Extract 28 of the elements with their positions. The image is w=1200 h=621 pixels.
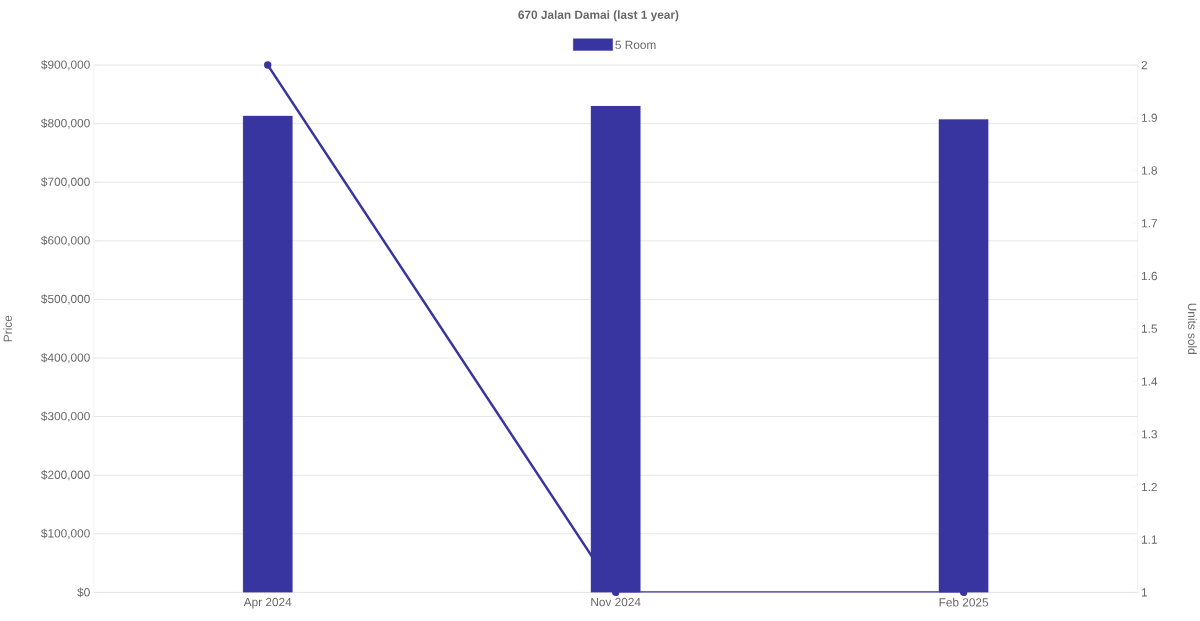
x-tick-label: Feb 2025 xyxy=(939,597,989,607)
y2-tick-label: 1.6 xyxy=(1141,271,1157,281)
y2-tick-label: 1.1 xyxy=(1141,535,1157,544)
y-tick-label: $900,000 xyxy=(41,59,90,71)
y2-tick-label: 1.4 xyxy=(1141,377,1158,386)
x-tick-label: Nov 2024 xyxy=(591,597,641,607)
y-tick-label: $600,000 xyxy=(41,235,90,246)
y-tick-label: $400,000 xyxy=(41,352,90,364)
y2-tick-label: 1.2 xyxy=(1141,482,1157,492)
y2-tick-label: 1.8 xyxy=(1141,166,1157,175)
y-tick-label: $100,000 xyxy=(41,528,90,539)
y-tick-label: $700,000 xyxy=(41,177,90,188)
y-axis-title: Price xyxy=(3,315,12,342)
y-tick-label: $500,000 xyxy=(41,294,90,305)
x-tick-label: Apr 2024 xyxy=(243,597,292,609)
y-tick-label: $200,000 xyxy=(41,470,90,481)
y2-tick-label: 1.5 xyxy=(1141,324,1158,333)
y-tick-label: $0 xyxy=(77,587,90,598)
y2-axis-title: Units sold xyxy=(1188,303,1197,354)
y2-tick-label: 1.7 xyxy=(1141,219,1157,228)
chart-title: 670 Jalan Damai (last 1 year) xyxy=(518,10,679,22)
y2-tick-label: 1.3 xyxy=(1141,430,1157,439)
y-tick-label: $300,000 xyxy=(41,411,90,422)
y2-tick-label: 1.9 xyxy=(1141,113,1157,122)
legend-label: 5 Room xyxy=(615,40,656,49)
y2-tick-label: 1 xyxy=(1141,588,1148,597)
y-tick-label: $800,000 xyxy=(41,118,90,129)
y2-tick-label: 2 xyxy=(1141,60,1148,70)
